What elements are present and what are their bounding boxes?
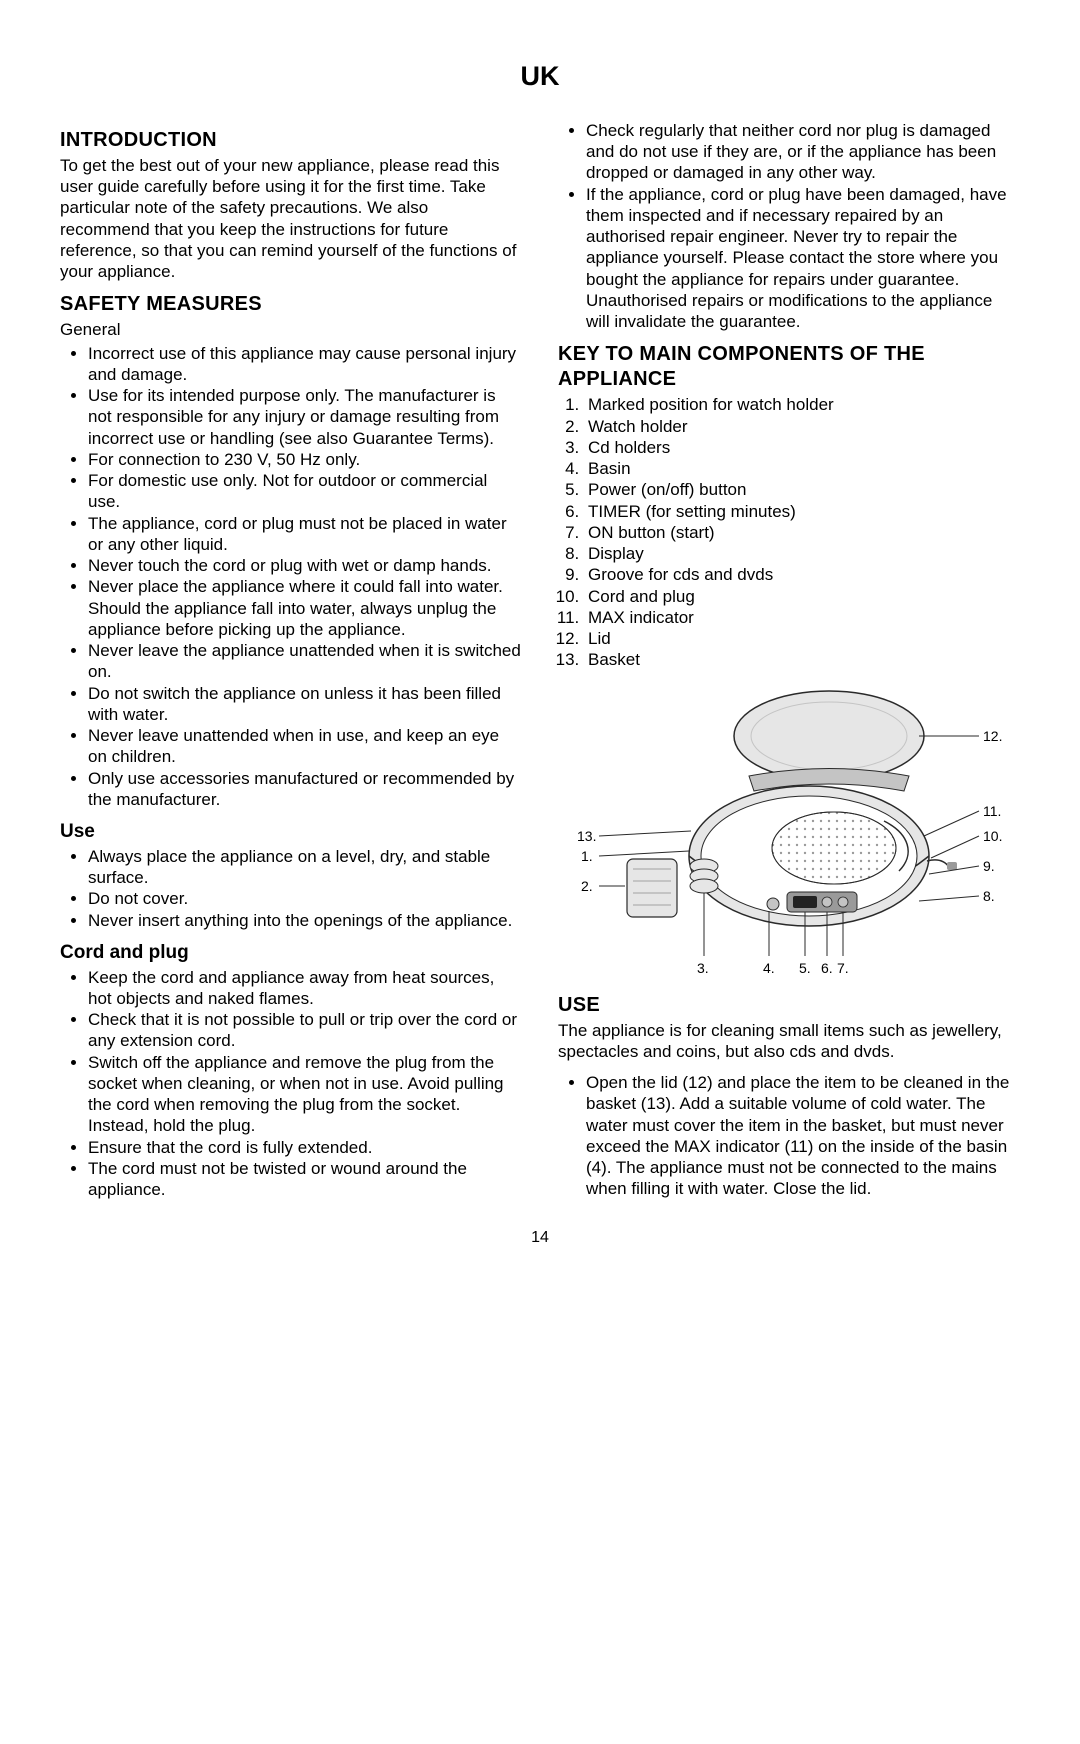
list-item: Never leave the appliance unattended whe… xyxy=(88,640,522,683)
appliance-diagram: 12. 11. 10. 9. 8. 13. 1. 2. 3. 4. 5. 6.7. xyxy=(558,681,1020,981)
svg-text:13.: 13. xyxy=(577,828,596,844)
svg-text:6.: 6. xyxy=(821,960,833,976)
list-item: Keep the cord and appliance away from he… xyxy=(88,967,522,1010)
introduction-heading: INTRODUCTION xyxy=(60,128,522,153)
left-column: INTRODUCTION To get the best out of your… xyxy=(60,118,522,1211)
list-item: Power (on/off) button xyxy=(584,479,1020,500)
list-item: Open the lid (12) and place the item to … xyxy=(586,1072,1020,1200)
introduction-text: To get the best out of your new applianc… xyxy=(60,155,522,283)
key-list: Marked position for watch holder Watch h… xyxy=(558,394,1020,670)
list-item: Do not switch the appliance on unless it… xyxy=(88,683,522,726)
page-number: 14 xyxy=(60,1228,1020,1248)
list-item: Ensure that the cord is fully extended. xyxy=(88,1137,522,1158)
safety-heading: SAFETY MEASURES xyxy=(60,292,522,317)
list-item: Check regularly that neither cord nor pl… xyxy=(586,120,1020,184)
list-item: Only use accessories manufactured or rec… xyxy=(88,768,522,811)
cord-heading: Cord and plug xyxy=(60,941,522,965)
list-item: Switch off the appliance and remove the … xyxy=(88,1052,522,1137)
svg-text:4.: 4. xyxy=(763,960,775,976)
list-item: Do not cover. xyxy=(88,888,522,909)
use-intro: The appliance is for cleaning small item… xyxy=(558,1020,1020,1063)
list-item: Watch holder xyxy=(584,416,1020,437)
svg-text:2.: 2. xyxy=(581,878,593,894)
key-heading: KEY TO MAIN COMPONENTS OF THE APPLIANCE xyxy=(558,342,1020,392)
svg-text:10.: 10. xyxy=(983,828,1002,844)
svg-text:12.: 12. xyxy=(983,728,1002,744)
list-item: Lid xyxy=(584,628,1020,649)
list-item: The cord must not be twisted or wound ar… xyxy=(88,1158,522,1201)
list-item: Never touch the cord or plug with wet or… xyxy=(88,555,522,576)
list-item: Cd holders xyxy=(584,437,1020,458)
svg-text:5.: 5. xyxy=(799,960,811,976)
svg-text:11.: 11. xyxy=(983,803,1001,819)
svg-text:3.: 3. xyxy=(697,960,709,976)
list-item: For domestic use only. Not for outdoor o… xyxy=(88,470,522,513)
list-item: Groove for cds and dvds xyxy=(584,564,1020,585)
list-item: Always place the appliance on a level, d… xyxy=(88,846,522,889)
safety-list: Incorrect use of this appliance may caus… xyxy=(60,343,522,811)
list-item: Check that it is not possible to pull or… xyxy=(88,1009,522,1052)
list-item: Incorrect use of this appliance may caus… xyxy=(88,343,522,386)
list-item: Never insert anything into the openings … xyxy=(88,910,522,931)
svg-text:8.: 8. xyxy=(983,888,995,904)
list-item: Never leave unattended when in use, and … xyxy=(88,725,522,768)
list-item: MAX indicator xyxy=(584,607,1020,628)
list-item: Basin xyxy=(584,458,1020,479)
list-item: Basket xyxy=(584,649,1020,670)
list-item: Marked position for watch holder xyxy=(584,394,1020,415)
cord-list: Keep the cord and appliance away from he… xyxy=(60,967,522,1201)
use-heading: USE xyxy=(558,993,1020,1018)
list-item: Display xyxy=(584,543,1020,564)
list-item: The appliance, cord or plug must not be … xyxy=(88,513,522,556)
list-item: TIMER (for setting minutes) xyxy=(584,501,1020,522)
list-item: Never place the appliance where it could… xyxy=(88,576,522,640)
svg-text:1.: 1. xyxy=(581,848,593,864)
general-label: General xyxy=(60,319,522,340)
two-column-layout: INTRODUCTION To get the best out of your… xyxy=(60,118,1020,1211)
svg-text:7.: 7. xyxy=(837,960,849,976)
list-item: Cord and plug xyxy=(584,586,1020,607)
diagram-svg: 12. 11. 10. 9. 8. 13. 1. 2. 3. 4. 5. 6.7. xyxy=(569,681,1009,981)
use-sub-list: Always place the appliance on a level, d… xyxy=(60,846,522,931)
page-title: UK xyxy=(60,60,1020,94)
list-item: Use for its intended purpose only. The m… xyxy=(88,385,522,449)
list-item: If the appliance, cord or plug have been… xyxy=(586,184,1020,333)
use-subheading: Use xyxy=(60,820,522,844)
use-list: Open the lid (12) and place the item to … xyxy=(558,1072,1020,1200)
svg-text:9.: 9. xyxy=(983,858,995,874)
cord-list-continued: Check regularly that neither cord nor pl… xyxy=(558,120,1020,333)
list-item: ON button (start) xyxy=(584,522,1020,543)
right-column: Check regularly that neither cord nor pl… xyxy=(558,118,1020,1211)
list-item: For connection to 230 V, 50 Hz only. xyxy=(88,449,522,470)
